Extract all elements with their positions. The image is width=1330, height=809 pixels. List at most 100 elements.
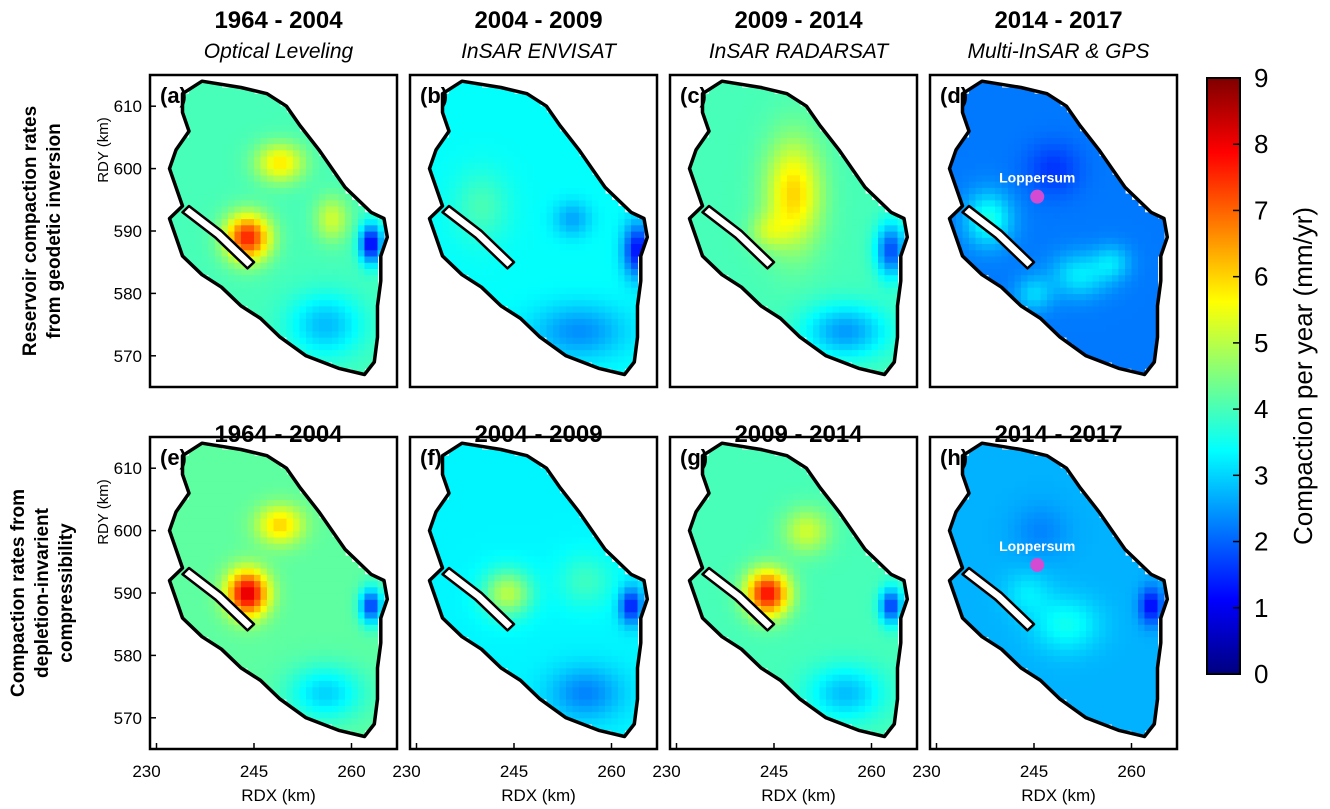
heatmap-cell bbox=[228, 618, 236, 625]
heatmap-cell bbox=[956, 237, 964, 244]
heatmap-cell bbox=[1008, 100, 1016, 107]
heatmap-cell bbox=[221, 181, 229, 188]
heatmap-cell bbox=[325, 699, 333, 706]
heatmap-cell bbox=[728, 181, 736, 188]
heatmap-cell bbox=[806, 312, 814, 319]
heatmap-cell bbox=[553, 249, 561, 257]
heatmap-cell bbox=[273, 574, 281, 582]
heatmap-cell bbox=[585, 312, 593, 319]
heatmap-cell bbox=[1014, 262, 1022, 269]
heatmap-cell bbox=[215, 611, 223, 619]
heatmap-cell bbox=[1157, 243, 1165, 251]
heatmap-cell bbox=[312, 680, 320, 688]
heatmap-cell bbox=[280, 624, 288, 631]
heatmap-cell bbox=[969, 131, 977, 138]
heatmap-cell bbox=[618, 212, 626, 220]
heatmap-cell bbox=[878, 274, 886, 282]
heatmap-cell bbox=[247, 106, 255, 113]
heatmap-cell bbox=[462, 237, 470, 244]
heatmap-cell bbox=[332, 605, 340, 613]
heatmap-cell bbox=[845, 206, 853, 213]
marker-label: Loppersum bbox=[999, 170, 1075, 186]
heatmap-cell bbox=[338, 649, 346, 656]
heatmap-cell bbox=[215, 511, 223, 519]
heatmap-cell bbox=[540, 187, 548, 195]
heatmap-cell bbox=[982, 187, 990, 195]
heatmap-cell bbox=[839, 174, 847, 182]
heatmap-cell bbox=[1021, 118, 1029, 126]
heatmap-cell bbox=[293, 593, 301, 600]
heatmap-cell bbox=[1125, 231, 1133, 238]
heatmap-cell bbox=[975, 106, 983, 113]
heatmap-cell bbox=[312, 674, 320, 681]
heatmap-cell bbox=[1047, 312, 1055, 319]
heatmap-cell bbox=[358, 249, 366, 257]
heatmap-cell bbox=[306, 568, 314, 575]
heatmap-cell bbox=[572, 249, 580, 257]
heatmap-cell bbox=[592, 249, 600, 257]
heatmap-cell bbox=[260, 674, 268, 681]
heatmap-cell bbox=[858, 293, 866, 301]
heatmap-cell bbox=[754, 181, 762, 188]
heatmap-cell bbox=[1073, 137, 1081, 145]
heatmap-cell bbox=[696, 224, 704, 232]
heatmap-cell bbox=[247, 455, 255, 463]
heatmap-cell bbox=[195, 530, 203, 538]
heatmap-cell bbox=[871, 312, 879, 319]
heatmap-cell bbox=[228, 468, 236, 475]
heatmap-cell bbox=[202, 249, 210, 257]
heatmap-cell bbox=[312, 599, 320, 606]
heatmap-cell bbox=[234, 274, 242, 282]
heatmap-cell bbox=[1014, 287, 1022, 294]
heatmap-cell bbox=[1144, 355, 1152, 363]
heatmap-cell bbox=[1014, 193, 1022, 201]
heatmap-cell bbox=[520, 206, 528, 213]
heatmap-cell bbox=[566, 206, 574, 213]
heatmap-cell bbox=[475, 218, 483, 226]
heatmap-cell bbox=[189, 118, 197, 126]
heatmap-cell bbox=[234, 568, 242, 575]
heatmap-cell bbox=[884, 212, 892, 220]
heatmap-cell bbox=[579, 231, 587, 238]
heatmap-cell bbox=[351, 605, 359, 613]
heatmap-cell bbox=[1131, 280, 1139, 288]
heatmap-cell bbox=[826, 162, 834, 170]
heatmap-cell bbox=[1105, 274, 1113, 282]
heatmap-cell bbox=[260, 580, 268, 588]
heatmap-cell bbox=[832, 168, 840, 176]
heatmap-cell bbox=[1021, 193, 1029, 201]
heatmap-cell bbox=[1073, 337, 1081, 344]
heatmap-cell bbox=[592, 268, 600, 276]
heatmap-cell bbox=[1125, 274, 1133, 282]
heatmap-cell bbox=[598, 274, 606, 282]
heatmap-cell bbox=[1066, 118, 1074, 126]
heatmap-cell bbox=[605, 212, 613, 220]
heatmap-cell bbox=[884, 268, 892, 276]
heatmap-cell bbox=[247, 224, 255, 232]
heatmap-cell bbox=[254, 624, 262, 631]
heatmap-cell bbox=[293, 249, 301, 257]
heatmap-cell bbox=[319, 337, 327, 344]
heatmap-cell bbox=[195, 106, 203, 113]
heatmap-cell bbox=[189, 586, 197, 594]
heatmap-cell bbox=[1138, 218, 1146, 226]
heatmap-cell bbox=[1092, 349, 1100, 357]
heatmap-cell bbox=[611, 299, 619, 307]
heatmap-cell bbox=[527, 231, 535, 238]
heatmap-cell bbox=[1144, 362, 1152, 369]
heatmap-cell bbox=[884, 243, 892, 251]
heatmap-cell bbox=[286, 611, 294, 619]
heatmap-cell bbox=[1125, 199, 1133, 207]
heatmap-cell bbox=[319, 599, 327, 606]
heatmap-cell bbox=[260, 131, 268, 138]
heatmap-cell bbox=[865, 206, 873, 213]
heatmap-cell bbox=[884, 231, 892, 238]
heatmap-cell bbox=[267, 231, 275, 238]
heatmap-cell bbox=[1157, 231, 1165, 238]
heatmap-cell bbox=[286, 661, 294, 669]
heatmap-cell bbox=[195, 555, 203, 563]
heatmap-cell bbox=[306, 318, 314, 326]
heatmap-cell bbox=[598, 362, 606, 369]
heatmap-cell bbox=[345, 674, 353, 681]
heatmap-cell bbox=[449, 174, 457, 182]
